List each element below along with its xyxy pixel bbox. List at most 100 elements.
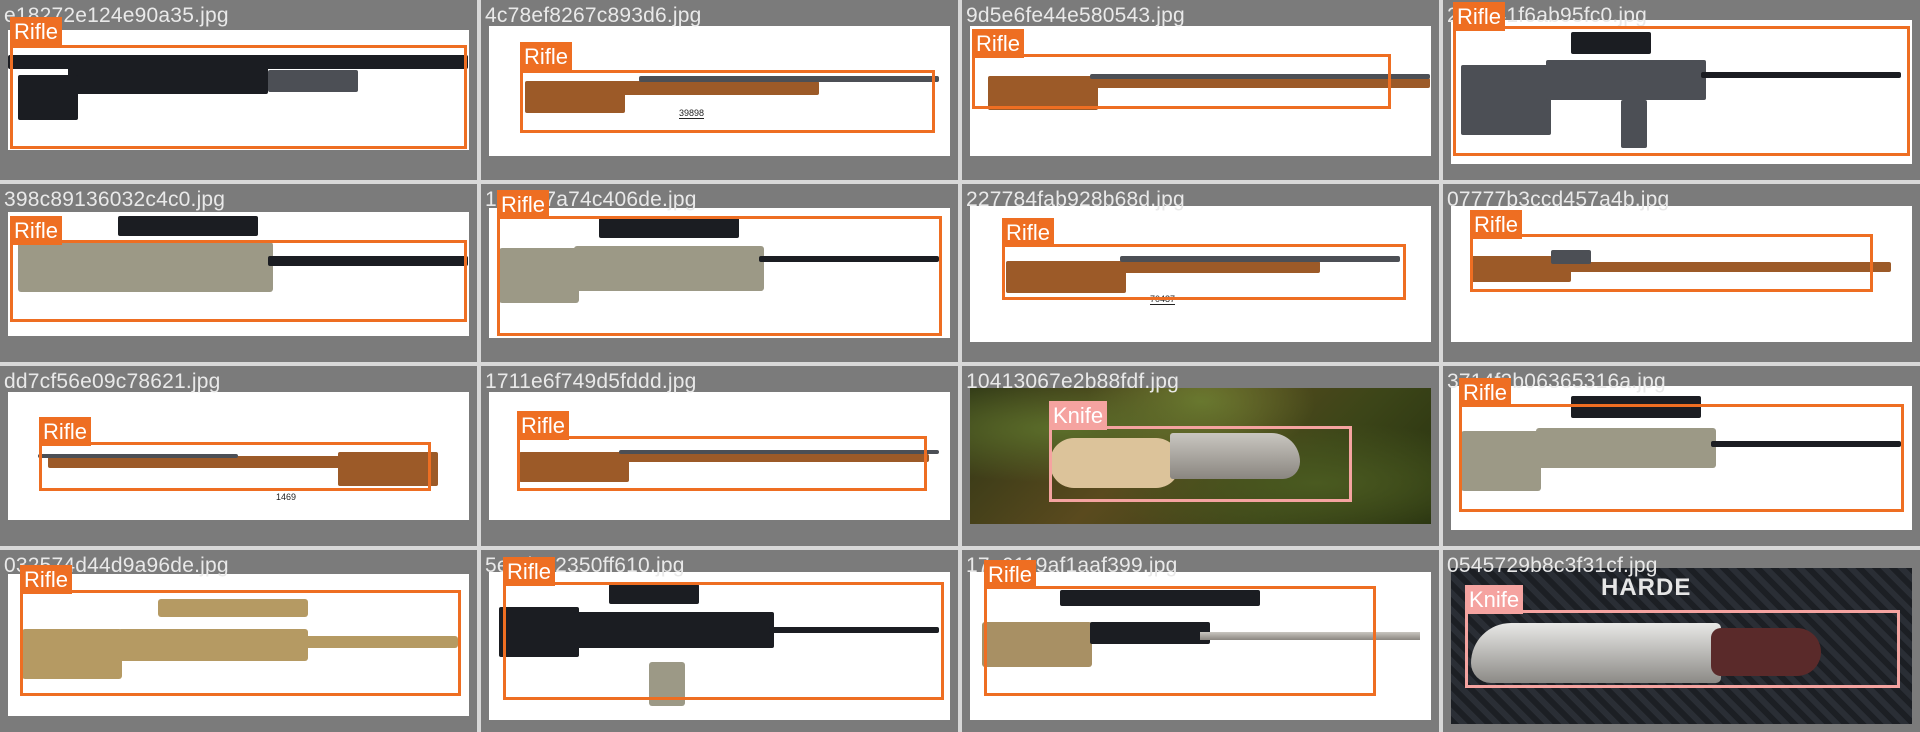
mg-barrel (769, 627, 939, 633)
rifle-barrel (38, 454, 238, 458)
detection-label: Rifle (497, 190, 550, 219)
image-tile[interactable]: 07777b3ccd457a4b.jpg Rifle (1443, 184, 1920, 362)
detection-box (1453, 26, 1910, 156)
detection-label: Rifle (1459, 378, 1512, 407)
rifle-receiver (1090, 622, 1210, 644)
rifle-barrel (1711, 441, 1901, 447)
image-filename: 398c89136032c4c0.jpg (4, 188, 226, 211)
rifle-scope (118, 216, 258, 236)
tile-photo (8, 212, 469, 336)
image-filename: dd7cf56e09c78621.jpg (4, 370, 221, 393)
detection-box (10, 45, 467, 149)
tile-photo (489, 208, 950, 338)
detection-label: Rifle (20, 565, 73, 594)
tile-photo (8, 30, 469, 150)
rifle-scope (599, 216, 739, 238)
detection-label: Rifle (10, 17, 63, 46)
image-tile[interactable]: 398c89136032c4c0.jpg Rifle (0, 184, 477, 362)
musket-stock (988, 76, 1098, 110)
image-tile[interactable]: 39898 4c78ef8267c893d6.jpg Rifle (481, 0, 958, 180)
mg-optic (609, 584, 699, 604)
detection-box (1002, 244, 1406, 300)
detection-box (984, 586, 1376, 696)
image-tile[interactable]: 1e5b37a74c406de.jpg Rifle (481, 184, 958, 362)
rifle-stock (338, 452, 438, 486)
rifle-stock (1461, 65, 1551, 135)
rifle-forend (1120, 261, 1320, 273)
detection-box (1470, 234, 1873, 292)
tile-photo: HARDE (1451, 568, 1912, 724)
image-filename: 0545729b8c3f31cf.jpg (1447, 554, 1658, 577)
image-tile[interactable]: HARDE 0545729b8c3f31cf.jpg Knife (1443, 550, 1920, 732)
rifle-action (1551, 250, 1591, 264)
detection-label: Rifle (1453, 2, 1506, 31)
image-tile[interactable]: 9d5e6fe44e580543.jpg Rifle (962, 0, 1439, 180)
shotgun-grip (18, 75, 78, 120)
rifle-barrel (1120, 256, 1400, 262)
musket-barrel (1090, 74, 1430, 79)
image-filename: 10413067e2b88fdf.jpg (966, 370, 1180, 393)
rifle-magazine (1621, 100, 1647, 148)
rifle-receiver (1546, 60, 1706, 100)
detection-box (517, 436, 927, 491)
detection-box (503, 582, 944, 700)
rifle-receiver (574, 246, 764, 291)
image-tile[interactable]: 5e8d0c2350ff610.jpg Rifle (481, 550, 958, 732)
rifle-stock (1461, 431, 1541, 491)
tile-photo: 39898 (489, 26, 950, 156)
rifle-barrel (759, 256, 939, 262)
rifle-receiver (118, 629, 308, 661)
image-tile[interactable]: 032574d44d9a96de.jpg Rifle (0, 550, 477, 732)
knife-blade (1471, 623, 1721, 683)
detection-label: Rifle (39, 417, 92, 446)
knife-blade (1170, 433, 1300, 479)
musket-forend (619, 454, 929, 462)
image-filename: 4c78ef8267c893d6.jpg (485, 4, 702, 27)
rifle-forend (1561, 262, 1891, 272)
detection-box (520, 70, 935, 133)
rifle-scope (1571, 396, 1701, 418)
image-filename: 07777b3ccd457a4b.jpg (1447, 188, 1670, 211)
image-filename: 9d5e6fe44e580543.jpg (966, 4, 1185, 27)
image-tile[interactable]: 1711e6f749d5fddd.jpg Rifle (481, 366, 958, 546)
musket-barrel (619, 450, 939, 454)
image-tile[interactable]: 70487 227784fab928b68d.jpg Rifle (962, 184, 1439, 362)
image-tile[interactable]: 1469 dd7cf56e09c78621.jpg Rifle (0, 366, 477, 546)
knife-handle (1050, 438, 1180, 488)
detection-label: Rifle (517, 411, 570, 440)
detection-box (1459, 404, 1904, 512)
knife-handle (1711, 628, 1821, 676)
rifle-barrel (298, 636, 458, 648)
image-tile[interactable]: 3714f2b06365316a.jpg Rifle (1443, 366, 1920, 546)
rifle-barrel (268, 256, 468, 266)
rifle-receiver (83, 242, 273, 292)
tile-photo: 1469 (8, 392, 469, 520)
detection-box (1049, 426, 1352, 502)
detection-label: Rifle (1002, 218, 1055, 247)
fabric-print: HARDE (1601, 574, 1692, 601)
rifle-stock (18, 242, 88, 292)
image-tile[interactable]: 2e8b41f6ab95fc0.jpg Rifle (1443, 0, 1920, 180)
rifle-stock (22, 629, 122, 679)
detection-label: Rifle (10, 216, 63, 245)
rifle-forend (619, 81, 819, 95)
mg-stock (499, 607, 579, 657)
rifle-receiver (1536, 428, 1716, 468)
detection-box (972, 54, 1391, 109)
image-tile[interactable]: e18272e124e90a35.jpg Rifle (0, 0, 477, 180)
inventory-tag: 39898 (679, 108, 705, 119)
detection-label: Rifle (972, 29, 1025, 58)
shotgun-pump (268, 70, 358, 92)
rifle-stock (1006, 261, 1126, 293)
rifle-barrel (639, 76, 939, 82)
rifle-scope (1571, 32, 1651, 54)
tile-photo (8, 574, 469, 716)
detection-box (20, 590, 461, 696)
detection-box (1465, 610, 1900, 688)
detection-box (10, 240, 467, 322)
rifle-stock (982, 622, 1092, 667)
image-tile[interactable]: 17e6119af1aaf399.jpg Rifle (962, 550, 1439, 732)
image-tile[interactable]: 10413067e2b88fdf.jpg Knife (962, 366, 1439, 546)
tile-photo (1451, 386, 1912, 530)
